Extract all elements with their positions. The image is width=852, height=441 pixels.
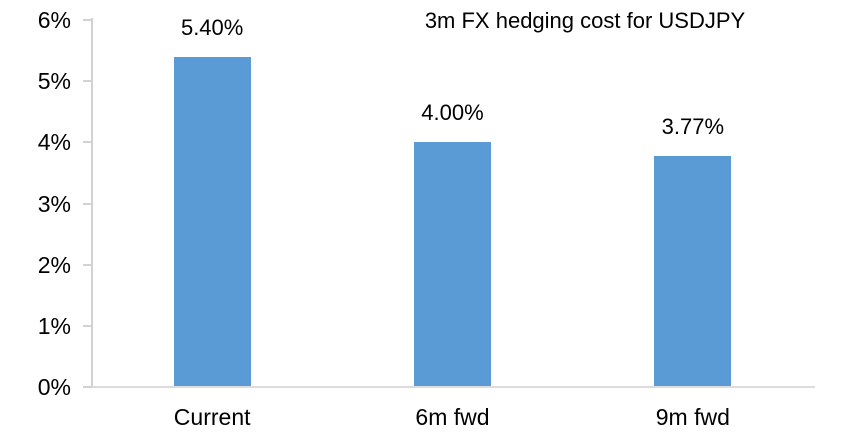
- y-axis-tick-label: 0%: [37, 374, 71, 400]
- y-axis-tick-label: 4%: [37, 129, 71, 156]
- bar-value-label: 5.40%: [180, 14, 244, 40]
- y-axis-tick: [83, 141, 91, 144]
- y-axis-tick: [83, 386, 91, 388]
- x-category-label: 9m fwd: [655, 404, 730, 430]
- x-axis-line: [92, 386, 815, 388]
- x-category-label: 6m fwd: [415, 404, 490, 430]
- y-axis-tick-label: 2%: [37, 251, 71, 278]
- bar-9m-fwd: [654, 156, 732, 386]
- plot-area: 6% 5% 4% 3% 2% 1% 0% 5.40% Current 4.00% 6m fwd 3.7…: [38, 7, 815, 430]
- bar-6m-fwd: [414, 142, 491, 386]
- y-axis-tick-label: 3%: [37, 190, 71, 217]
- chart-title: 3m FX hedging cost for USDJPY: [424, 8, 746, 33]
- bar-current: [173, 56, 251, 386]
- y-axis-tick-label: 1%: [37, 312, 71, 339]
- y-axis-line: [91, 18, 93, 388]
- y-axis-tick-label: 6%: [37, 7, 71, 33]
- bar-value-label: 3.77%: [661, 114, 725, 140]
- y-axis-tick-label: 5%: [37, 68, 71, 95]
- bar-value-label: 4.00%: [421, 100, 484, 126]
- y-axis-tick: [83, 324, 91, 327]
- x-category-label: Current: [173, 404, 251, 430]
- y-axis-tick: [83, 263, 91, 266]
- y-axis-tick: [83, 80, 91, 83]
- y-axis-tick: [83, 202, 91, 205]
- y-axis-tick: [83, 19, 91, 21]
